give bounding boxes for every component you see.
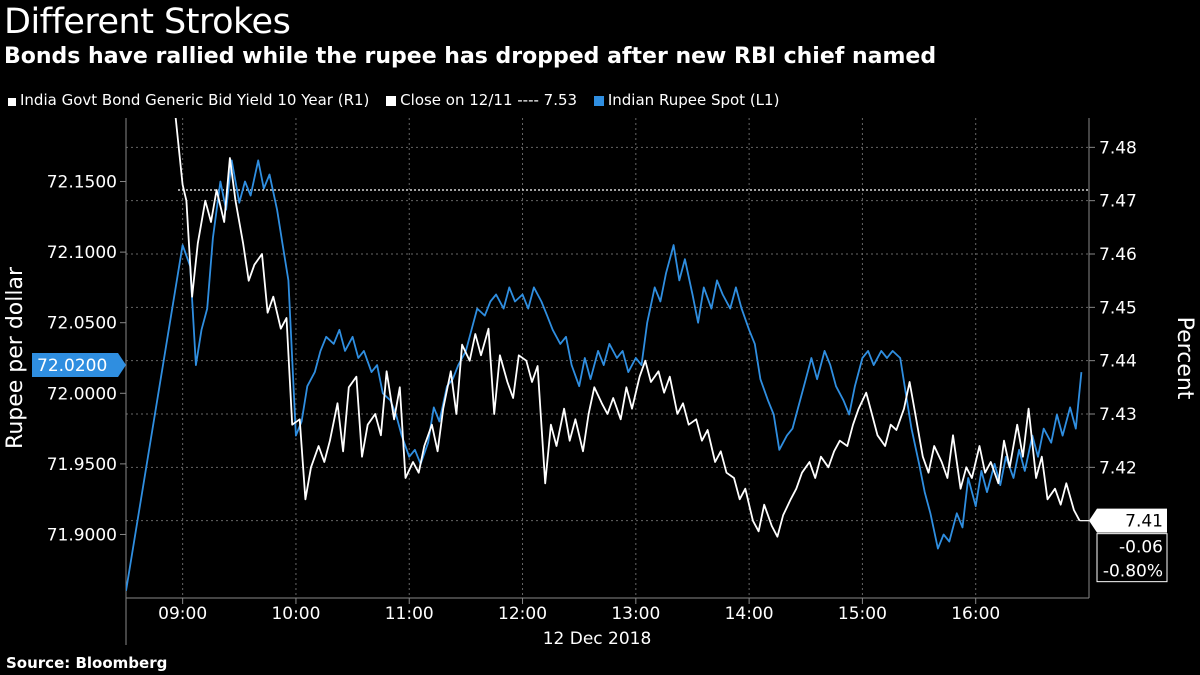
right-tick-label-4: 7.44 [1099,352,1137,372]
left-current-value-label: 72.0200 [37,356,107,376]
x-tick-label-1: 10:00 [271,604,320,624]
x-tick-label-0: 09:00 [158,604,207,624]
chart-title: Different Strokes [4,2,291,42]
legend: India Govt Bond Generic Bid Yield 10 Yea… [8,91,791,109]
change-percent-label: -0.80% [1103,562,1163,582]
legend-swatch-yield [8,98,16,106]
x-tick-label-6: 15:00 [838,604,887,624]
left-tick-label-1: 72.1000 [47,243,117,263]
left-tick-label-3: 72.0000 [47,384,117,404]
left-tick-label-4: 71.9500 [47,455,117,475]
rupee-series-line [126,159,1083,592]
legend-swatch-close [386,96,397,106]
legend-item-close: Close on 12/11 ---- 7.53 [386,91,582,109]
change-box [1096,533,1168,583]
right-tick-label-6: 7.42 [1099,458,1137,478]
left-axis: 72.1500 72.1000 72.0500 72.0000 71.9500 71.90… [47,173,126,545]
legend-swatch-rupee [593,96,604,106]
x-axis: 09:00 10:00 11:00 12:00 13:00 14:00 15:00 16:00 [158,598,1000,624]
x-tick-label-4: 13:00 [611,604,660,624]
legend-label-yield: India Govt Bond Generic Bid Yield 10 Yea… [20,91,370,109]
left-tick-label-0: 72.1500 [47,173,117,193]
right-current-value-flag [1089,508,1167,533]
x-tick-label-5: 14:00 [725,604,774,624]
right-axis: 7.487.477.467.457.447.437.427.41 [1089,138,1137,532]
x-tick-label-7: 16:00 [951,604,1000,624]
legend-label-close: Close on 12/11 ---- 7.53 [400,91,578,109]
legend-label-rupee: Indian Rupee Spot (L1) [607,91,780,109]
left-current-value-flag [32,353,126,378]
right-tick-label-1: 7.47 [1099,192,1137,212]
legend-item-rupee: Indian Rupee Spot (L1) [593,91,780,109]
right-axis-label: Percent [1172,317,1197,400]
left-tick-label-5: 71.9000 [47,525,117,545]
right-tick-label-2: 7.46 [1099,245,1137,265]
legend-item-yield: India Govt Bond Generic Bid Yield 10 Yea… [8,91,374,109]
left-tick-label-2: 72.0500 [47,314,117,334]
chart-subtitle: Bonds have rallied while the rupee has d… [4,44,937,69]
x-tick-label-3: 12:00 [498,604,547,624]
yield-series-line [174,118,1081,538]
right-tick-label-5: 7.43 [1099,405,1137,425]
series-layer [126,118,1083,592]
right-tick-label-0: 7.48 [1099,138,1137,158]
right-tick-label-3: 7.45 [1099,298,1137,318]
source-note: Source: Bloomberg [6,654,168,672]
left-axis-label: Rupee per dollar [3,266,28,449]
x-axis-date-label: 12 Dec 2018 [543,629,652,649]
x-tick-label-2: 11:00 [385,604,434,624]
change-absolute-label: -0.06 [1119,538,1163,558]
right-current-value-label: 7.41 [1125,512,1163,532]
value-markers: 72.0200 7.41 -0.06 -0.80% [32,353,1168,583]
